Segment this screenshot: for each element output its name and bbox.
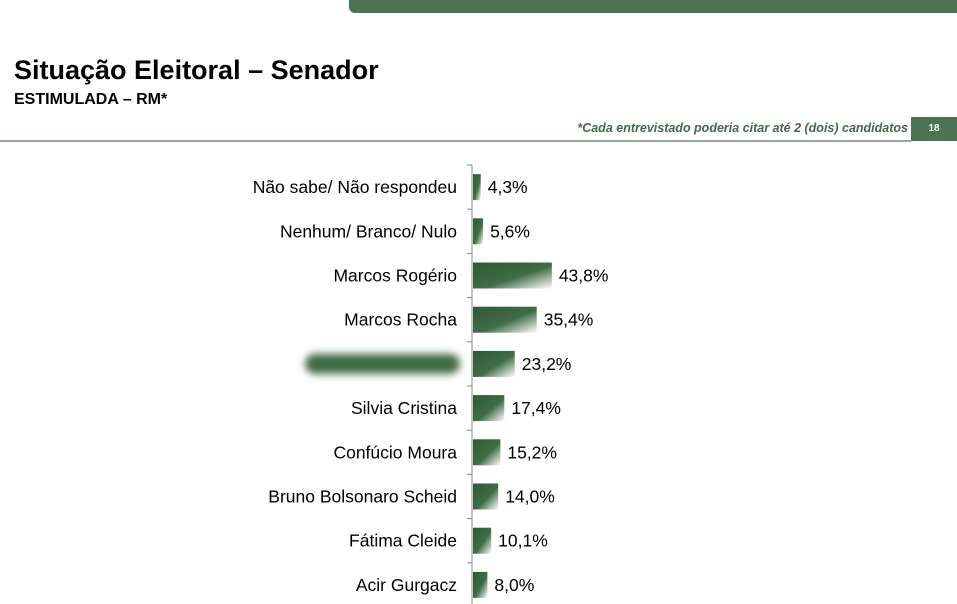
category-label: Bruno Bolsonaro Scheid [268, 487, 457, 507]
category-label: Fátima Cleide [349, 531, 457, 551]
bar [473, 218, 484, 245]
value-label: 17,4% [511, 398, 561, 418]
value-label: 4,3% [488, 177, 528, 197]
bar-chart: 4,3% Não sabe/ Não respondeu 5,6% Nenhum/ B… [253, 164, 609, 604]
header-divider [0, 140, 911, 142]
bar [473, 350, 515, 377]
value-label: 5,6% [490, 221, 530, 241]
redacted-label-blur [305, 353, 460, 374]
page-title: Situação Eleitoral – Senador [14, 55, 379, 85]
category-label: Marcos Rocha [344, 310, 457, 330]
bar [473, 527, 492, 554]
value-label: 23,2% [522, 354, 572, 374]
category-label: Nenhum/ Branco/ Nulo [280, 221, 457, 241]
category-label: Não sabe/ Não respondeu [253, 177, 457, 197]
page-subtitle: ESTIMULADA – RM* [14, 91, 168, 108]
value-label: 35,4% [544, 310, 594, 330]
category-label: Marcos Rogério [333, 266, 457, 286]
category-label: Confúcio Moura [333, 442, 457, 462]
category-label: Acir Gurgacz [356, 575, 457, 595]
bar [473, 571, 488, 598]
value-label: 15,2% [507, 442, 557, 462]
bar [473, 439, 501, 466]
bar [473, 306, 537, 333]
category-label: Silvia Cristina [351, 398, 457, 418]
value-label: 10,1% [498, 531, 548, 551]
value-label: 14,0% [505, 487, 555, 507]
footnote: *Cada entrevistado poderia citar até 2 (… [577, 121, 908, 135]
page-number: 18 [911, 117, 957, 141]
top-banner [349, 0, 957, 13]
bar [473, 262, 552, 289]
bar [473, 395, 505, 422]
value-label: 8,0% [494, 575, 534, 595]
value-label: 43,8% [559, 266, 609, 286]
bar [473, 174, 481, 201]
bar [473, 483, 499, 510]
